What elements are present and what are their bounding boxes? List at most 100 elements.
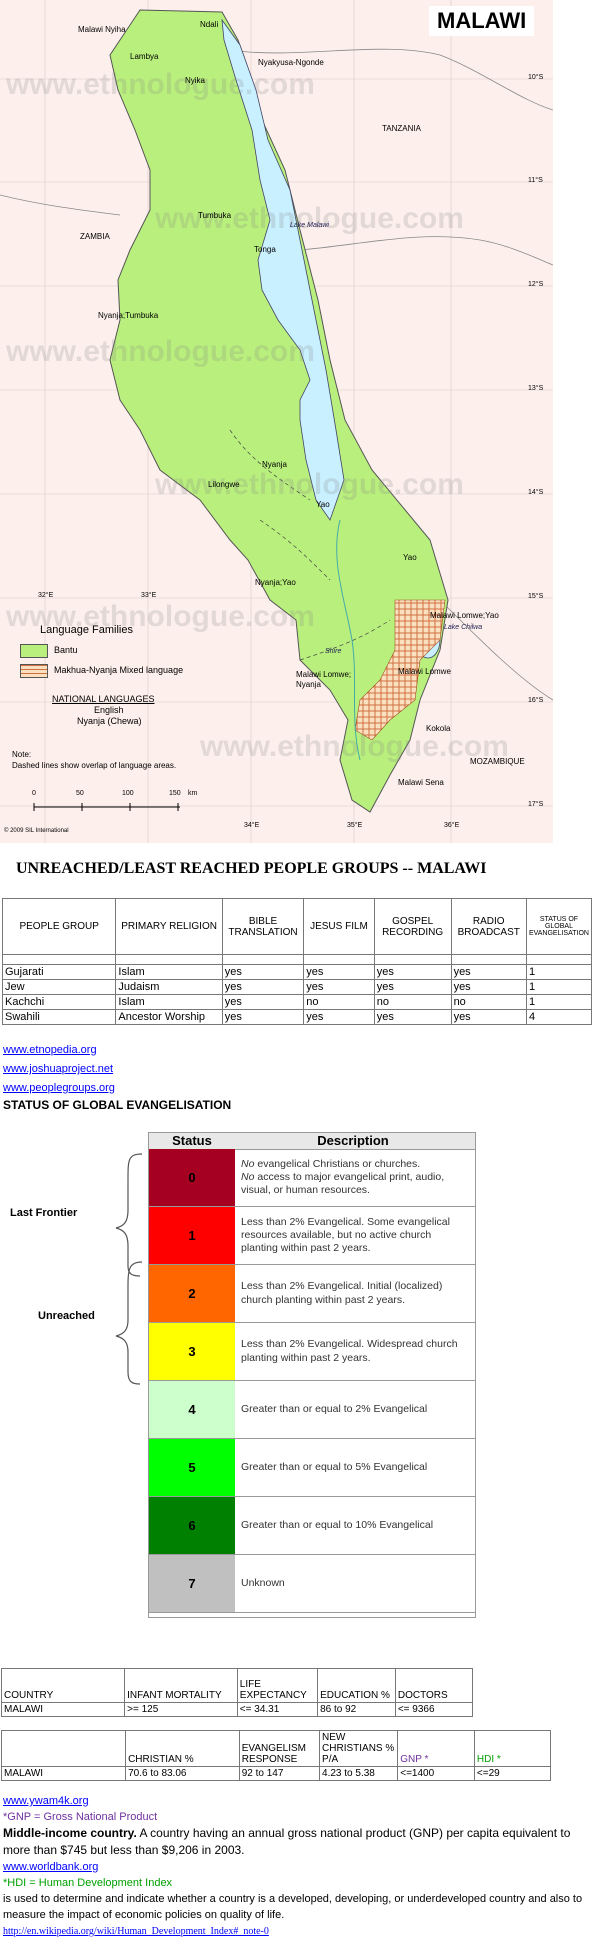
lat-label: 17°S xyxy=(528,801,544,808)
hdi-definition: *HDI = Human Development Index xyxy=(3,1877,173,1889)
status-number: 1 xyxy=(149,1207,235,1264)
language-label: Tumbuka xyxy=(198,211,232,220)
watermark: www.ethnologue.com xyxy=(6,600,315,633)
status-row-1: 1 Less than 2% Evangelical. Some evangeli… xyxy=(149,1207,475,1265)
table-row: MALAWI >= 125 <= 34.31 86 to 92 <= 9366 xyxy=(0,1702,474,1717)
status-number: 5 xyxy=(149,1439,235,1496)
table-header-row: PEOPLE GROUP PRIMARY RELIGION BIBLE TRAN… xyxy=(1,898,593,955)
cell-radio: yes xyxy=(450,964,527,980)
status-description: Greater than or equal to 5% Evangelical xyxy=(241,1460,428,1473)
income-heading: Middle-income country. xyxy=(3,1826,137,1840)
link-wikipedia-hdi[interactable]: http://en.wikipedia.org/wiki/Human_Devel… xyxy=(3,1926,269,1937)
country-label: MOZAMBIQUE xyxy=(470,757,525,766)
lat-label: 16°S xyxy=(528,697,544,704)
status-row-4: 4 Greater than or equal to 2% Evangelical xyxy=(149,1381,475,1439)
language-label: Yao xyxy=(403,553,417,562)
cell-infant-mortality: >= 125 xyxy=(124,1702,238,1717)
cell-status: 4 xyxy=(525,1009,593,1025)
table-row: Gujarati Islam yes yes yes yes 1 xyxy=(1,964,593,980)
lake-label: Lake Malawi xyxy=(290,222,329,229)
table-header-row: COUNTRY INFANT MORTALITY LIFE EXPECTANCY… xyxy=(0,1668,474,1703)
link-joshuaproject[interactable]: www.joshuaproject.net xyxy=(3,1063,114,1075)
cell-religion: Islam xyxy=(115,964,223,980)
capital-label: Lilongwe xyxy=(208,480,240,489)
language-label: Malawi Nyiha xyxy=(78,25,126,34)
country-label: TANZANIA xyxy=(382,124,421,133)
language-label: Malawi Lomwe; Nyanja xyxy=(296,670,352,690)
table-row: Swahili Ancestor Worship yes yes yes yes… xyxy=(1,1009,593,1025)
cell-gospel: yes xyxy=(373,964,452,980)
column-header: GOSPEL RECORDING xyxy=(373,898,452,955)
lake-label: Lake Chilwa xyxy=(444,624,483,631)
column-header: BIBLE TRANSLATION xyxy=(221,898,305,955)
cell-religion: Islam xyxy=(115,994,223,1010)
cell-religion: Ancestor Worship xyxy=(115,1009,223,1025)
lat-label: 11°S xyxy=(528,177,543,184)
status-heading: STATUS OF GLOBAL EVANGELISATION xyxy=(3,1098,232,1112)
status-chart-header: Status Description xyxy=(149,1133,475,1150)
table-row: Jew Judaism yes yes yes yes 1 xyxy=(1,979,593,995)
national-language: English xyxy=(94,705,124,715)
language-label: Ndali xyxy=(200,20,219,29)
lat-label: 14°S xyxy=(528,489,544,496)
income-text: A country having an annual gross nationa… xyxy=(3,1826,571,1857)
country-stats-table: COUNTRY INFANT MORTALITY LIFE EXPECTANCY… xyxy=(0,1668,474,1717)
map-graphic xyxy=(0,0,553,843)
status-row-2: 2 Less than 2% Evangelical. Initial (loca… xyxy=(149,1265,475,1323)
cell-people-group: Gujarati xyxy=(1,964,117,980)
status-column-header: Status xyxy=(172,1133,212,1148)
cell-status: 1 xyxy=(525,994,593,1010)
cell-status: 1 xyxy=(525,979,593,995)
cell-gospel: no xyxy=(373,994,452,1010)
gnp-definition: *GNP = Gross National Product xyxy=(3,1811,158,1823)
language-label: Malawi Lomwe;Yao xyxy=(430,611,499,620)
status-row-0: 0 No evangelical Christians or churches. N… xyxy=(149,1149,475,1207)
status-description: Less than 2% Evangelical. Widespread chu… xyxy=(241,1338,458,1364)
link-peoplegroups[interactable]: www.peoplegroups.org xyxy=(3,1082,115,1094)
language-label: Nyanja;Yao xyxy=(255,578,296,587)
column-header: HDI * xyxy=(473,1730,552,1767)
cell-christian: 70.6 to 83.06 xyxy=(125,1766,240,1781)
column-header: CHRISTIAN % xyxy=(125,1730,240,1767)
language-label: Malawi Sena xyxy=(398,778,444,787)
national-language: Nyanja (Chewa) xyxy=(77,716,142,726)
language-label: Kokola xyxy=(426,724,451,733)
cell-gospel: yes xyxy=(373,1009,452,1025)
group-label-last-frontier: Last Frontier xyxy=(10,1207,78,1219)
column-header: PEOPLE GROUP xyxy=(1,898,117,955)
status-row-5: 5 Greater than or equal to 5% Evangelical xyxy=(149,1439,475,1497)
cell-jesus-film: no xyxy=(303,994,375,1010)
language-label: Lambya xyxy=(130,52,159,61)
cell-radio: no xyxy=(450,994,527,1010)
column-header: PRIMARY RELIGION xyxy=(115,898,223,955)
cell-country: MALAWI xyxy=(0,1766,127,1781)
link-ywam4k[interactable]: www.ywam4k.org xyxy=(3,1795,89,1807)
language-label: Yao xyxy=(316,500,330,509)
cell-people-group: Jew xyxy=(1,979,117,995)
cell-religion: Judaism xyxy=(115,979,223,995)
table-header-row: CHRISTIAN % EVANGELISM RESPONSE NEW CHRI… xyxy=(0,1730,552,1767)
column-header: GNP * xyxy=(397,1730,475,1767)
status-number: 3 xyxy=(149,1323,235,1380)
status-description: Greater than or equal to 10% Evangelical xyxy=(241,1518,434,1531)
column-header: RADIO BROADCAST xyxy=(450,898,527,955)
column-header: EDUCATION % xyxy=(317,1668,396,1703)
column-header: COUNTRY xyxy=(0,1668,126,1703)
description-column-header: Description xyxy=(317,1133,389,1148)
cell-gnp: <=1400 xyxy=(397,1766,475,1781)
malawi-land xyxy=(109,9,449,813)
column-header: INFANT MORTALITY xyxy=(124,1668,238,1703)
status-number: 7 xyxy=(149,1555,235,1612)
cell-people-group: Kachchi xyxy=(1,994,117,1010)
language-label: Nyakyusa-Ngonde xyxy=(258,58,324,67)
brace-graphic xyxy=(115,1153,143,1385)
cell-bible: yes xyxy=(221,964,305,980)
lon-label: 35°E xyxy=(347,822,363,829)
link-worldbank[interactable]: www.worldbank.org xyxy=(3,1861,99,1873)
cell-people-group: Swahili xyxy=(1,1009,117,1025)
column-header: LIFE EXPECTANCY xyxy=(236,1668,319,1703)
link-etnopedia[interactable]: www.etnopedia.org xyxy=(3,1044,97,1056)
lat-label: 15°S xyxy=(528,593,544,600)
table-row: Kachchi Islam yes no no no 1 xyxy=(1,994,593,1010)
status-description: Unknown xyxy=(241,1576,285,1589)
